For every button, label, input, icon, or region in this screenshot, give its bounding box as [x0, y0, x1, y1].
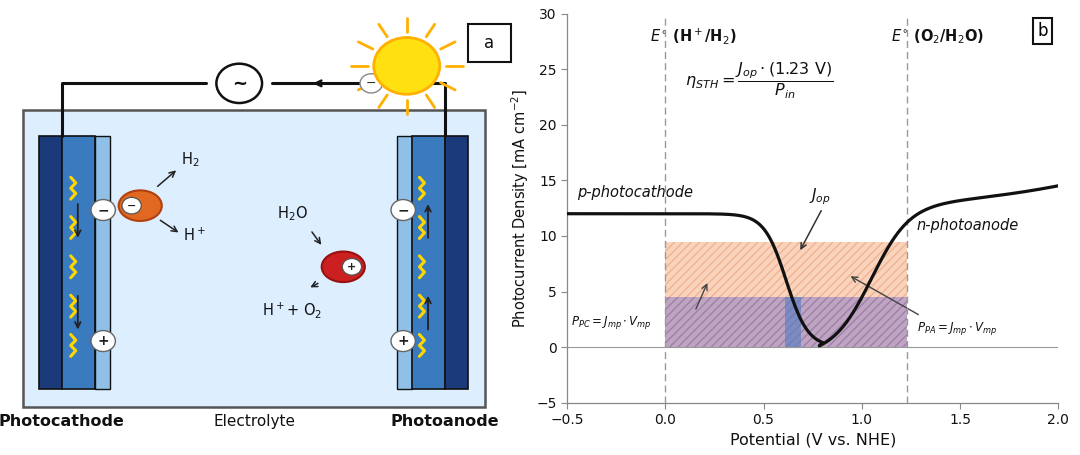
Text: +: +: [397, 334, 409, 348]
Text: b: b: [1037, 22, 1048, 40]
Circle shape: [374, 37, 440, 94]
Text: a: a: [484, 34, 494, 52]
Bar: [793, 242, 907, 347]
Text: Photocathode: Photocathode: [0, 415, 124, 430]
Text: n-photoanode: n-photoanode: [917, 218, 1020, 233]
Text: H$_2$: H$_2$: [180, 150, 200, 169]
Bar: [445, 136, 468, 389]
Text: +: +: [97, 334, 109, 348]
Text: ~: ~: [232, 74, 246, 92]
Bar: [793, 242, 907, 347]
Circle shape: [360, 74, 382, 93]
Ellipse shape: [322, 252, 365, 282]
X-axis label: Potential (V vs. NHE): Potential (V vs. NHE): [729, 433, 896, 448]
FancyBboxPatch shape: [468, 25, 511, 61]
Bar: [396, 136, 411, 389]
Bar: [411, 136, 445, 389]
Text: $\eta_{STH} = \dfrac{J_{op} \cdot (1.23\ \mathrm{V})}{P_{in}}$: $\eta_{STH} = \dfrac{J_{op} \cdot (1.23\…: [685, 60, 834, 101]
Text: −: −: [127, 201, 136, 211]
Circle shape: [391, 200, 416, 221]
Text: H$_2$O: H$_2$O: [278, 205, 308, 223]
Text: $J_{op}$: $J_{op}$: [809, 187, 831, 207]
Circle shape: [216, 64, 262, 103]
Text: $E^{\circ}$ (H$^+$/H$_2$): $E^{\circ}$ (H$^+$/H$_2$): [649, 26, 737, 46]
Y-axis label: Photocurrent Density [mA cm$^{-2}$]: Photocurrent Density [mA cm$^{-2}$]: [509, 89, 530, 328]
Bar: [62, 136, 95, 389]
Bar: [95, 136, 110, 389]
Bar: [24, 110, 485, 407]
Text: $P_{PC} = J_{mp} \cdot V_{mp}$: $P_{PC} = J_{mp} \cdot V_{mp}$: [571, 314, 651, 331]
Text: Electrolyte: Electrolyte: [214, 415, 296, 430]
Circle shape: [91, 200, 116, 221]
Bar: [665, 242, 793, 347]
Text: H$^+$+ O$_2$: H$^+$+ O$_2$: [262, 299, 322, 319]
Circle shape: [342, 258, 362, 275]
Ellipse shape: [119, 190, 162, 221]
Text: p-photocathode: p-photocathode: [577, 185, 693, 200]
Text: −: −: [397, 203, 409, 217]
Text: $P_{PA} = J_{mp} \cdot V_{mp}$: $P_{PA} = J_{mp} \cdot V_{mp}$: [917, 319, 998, 337]
Bar: [665, 297, 793, 347]
Circle shape: [391, 331, 416, 352]
Bar: [39, 136, 62, 389]
Text: −: −: [97, 203, 109, 217]
Text: $E^{\circ}$ (O$_2$/H$_2$O): $E^{\circ}$ (O$_2$/H$_2$O): [891, 27, 984, 46]
Text: −: −: [366, 77, 377, 90]
Text: Photoanode: Photoanode: [391, 415, 499, 430]
Bar: [665, 242, 793, 347]
Bar: [793, 297, 907, 347]
Circle shape: [91, 331, 116, 352]
Bar: [793, 297, 907, 347]
Text: H$^+$: H$^+$: [184, 226, 206, 243]
Circle shape: [122, 197, 141, 214]
Bar: [665, 297, 793, 347]
Bar: [785, 297, 801, 347]
Text: +: +: [348, 262, 356, 272]
